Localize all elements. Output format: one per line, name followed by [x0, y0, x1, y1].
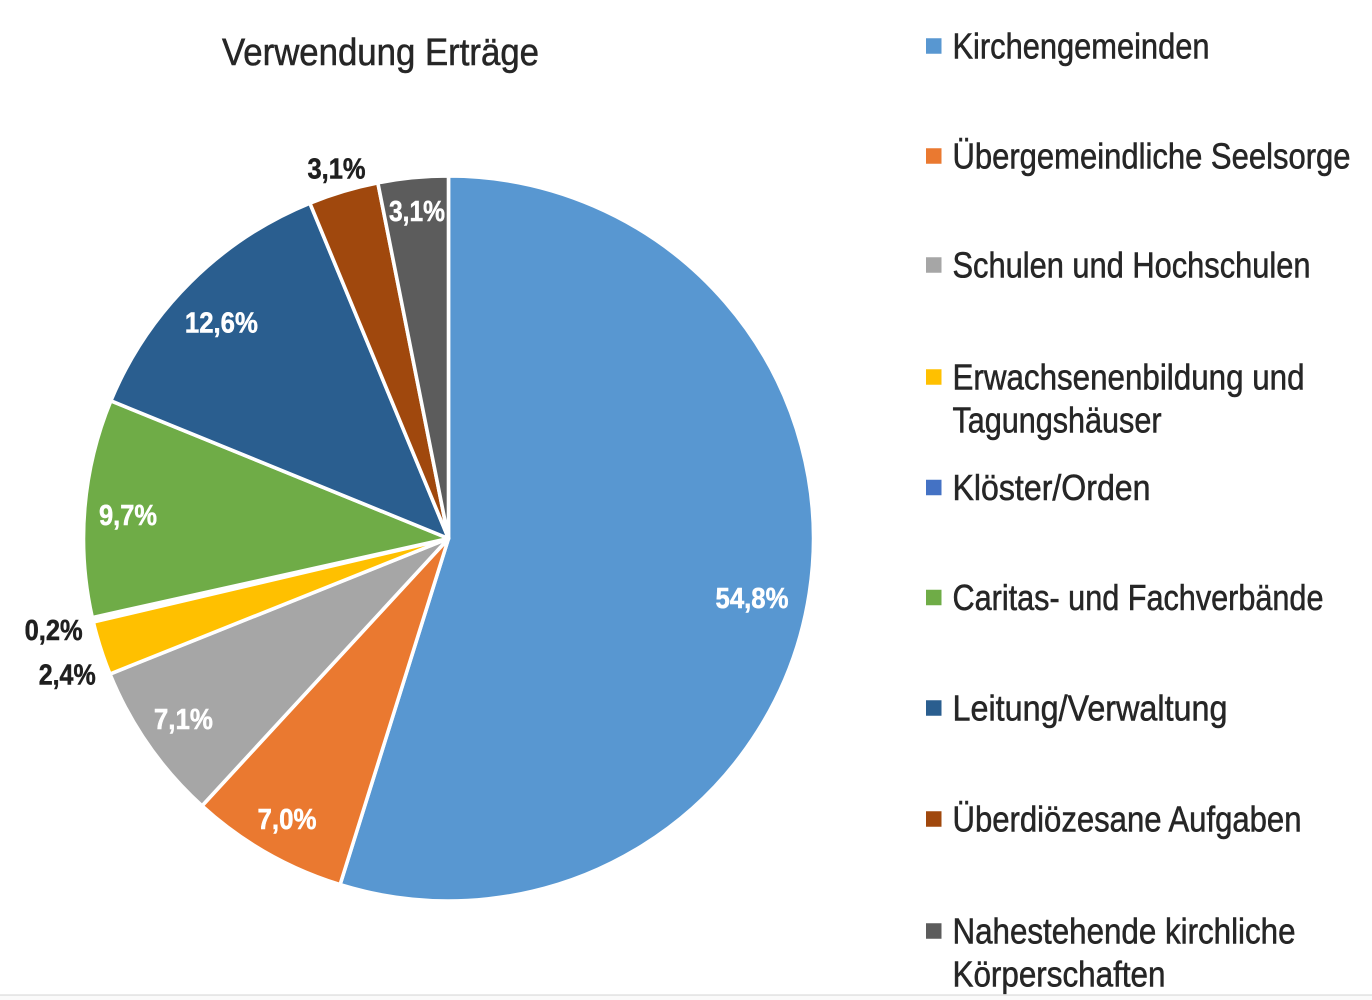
svg-text:2,4%: 2,4% [39, 660, 96, 692]
svg-text:Körperschaften: Körperschaften [953, 954, 1166, 995]
svg-text:Leitung/Verwaltung: Leitung/Verwaltung [953, 688, 1228, 729]
svg-text:3,1%: 3,1% [389, 196, 445, 228]
svg-text:Tagungshäuser: Tagungshäuser [953, 400, 1162, 441]
svg-text:Nahestehende kirchliche: Nahestehende kirchliche [953, 911, 1296, 952]
svg-text:12,6%: 12,6% [185, 308, 258, 340]
svg-text:Schulen und Hochschulen: Schulen und Hochschulen [953, 245, 1311, 286]
svg-text:Erwachsenenbildung und: Erwachsenenbildung und [953, 357, 1305, 398]
svg-text:3,1%: 3,1% [308, 153, 366, 185]
svg-text:Klöster/Orden: Klöster/Orden [953, 467, 1151, 508]
svg-text:54,8%: 54,8% [716, 583, 789, 615]
svg-text:9,7%: 9,7% [99, 500, 157, 532]
svg-text:Caritas- und Fachverbände: Caritas- und Fachverbände [953, 577, 1324, 618]
svg-text:Überdiözesane Aufgaben: Überdiözesane Aufgaben [953, 799, 1302, 840]
svg-text:Verwendung Erträge: Verwendung Erträge [222, 32, 539, 74]
svg-text:0,2%: 0,2% [25, 615, 83, 647]
svg-text:Übergemeindliche Seelsorge: Übergemeindliche Seelsorge [953, 136, 1351, 177]
svg-text:Kirchengemeinden: Kirchengemeinden [953, 26, 1210, 67]
svg-text:7,1%: 7,1% [154, 704, 213, 736]
svg-text:7,0%: 7,0% [258, 804, 317, 836]
